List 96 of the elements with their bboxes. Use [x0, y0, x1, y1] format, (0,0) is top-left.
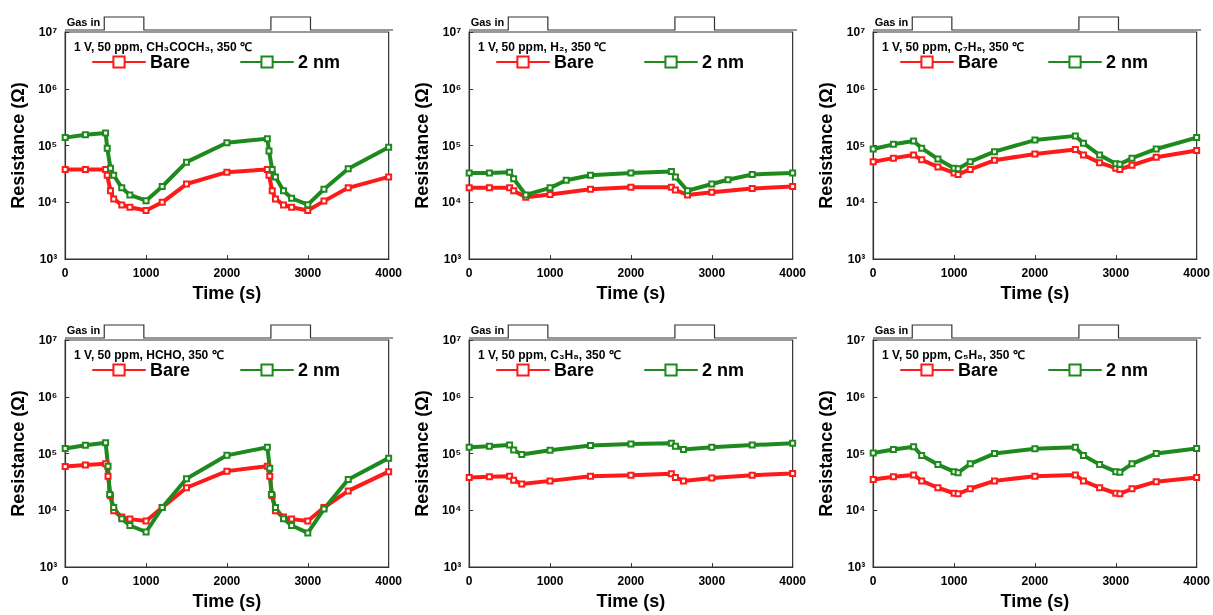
y-tick-label: 10⁵: [442, 446, 462, 461]
y-tick-label: 10³: [443, 252, 462, 267]
y-tick-label: 10⁴: [37, 503, 58, 518]
x-tick-label: 1000: [940, 266, 968, 281]
y-tick-label: 10⁴: [37, 195, 58, 210]
y-axis-title: Resistance (Ω): [412, 390, 432, 517]
y-tick-label: 10⁵: [38, 138, 58, 153]
x-tick-label: 4000: [779, 266, 807, 281]
y-tick-label: 10⁶: [442, 81, 462, 96]
y-tick-label: 10³: [39, 560, 58, 575]
y-tick-label: 10⁷: [846, 25, 866, 39]
legend-label: 2 nm: [702, 360, 745, 380]
x-tick-label: 3000: [294, 266, 322, 281]
y-tick-label: 10⁵: [38, 446, 58, 461]
text: Gas in: [874, 324, 909, 336]
y-tick-label: 10⁴: [441, 503, 462, 518]
y-tick-label: 10⁶: [38, 81, 58, 96]
x-tick-label: 2000: [213, 266, 241, 281]
x-tick-label: 3000: [294, 574, 322, 589]
text: Gas in: [470, 16, 505, 28]
x-tick-label: 0: [465, 266, 473, 281]
legend-label: 2 nm: [702, 52, 745, 72]
y-axis-title: Resistance (Ω): [8, 82, 28, 209]
x-tick-label: 3000: [698, 266, 726, 281]
x-tick-label: 0: [465, 574, 473, 589]
x-tick-label: 4000: [1183, 266, 1211, 281]
y-tick-label: 10⁶: [442, 389, 462, 404]
x-tick-label: 2000: [213, 574, 241, 589]
x-tick-label: 4000: [779, 574, 807, 589]
y-tick-label: 10⁴: [845, 195, 866, 210]
x-tick-label: 3000: [1102, 266, 1130, 281]
x-tick-label: 3000: [698, 574, 726, 589]
x-tick-label: 0: [869, 574, 877, 589]
x-tick-label: 1000: [536, 574, 564, 589]
x-tick-label: 1000: [940, 574, 968, 589]
x-axis-title: Time (s): [1000, 283, 1070, 303]
y-tick-label: 10⁷: [38, 25, 58, 39]
legend-label: 2 nm: [1106, 360, 1149, 380]
legend-label: Bare: [958, 360, 999, 380]
text: 1 V, 50 ppm, C₃H₈, 350 ℃: [478, 348, 621, 362]
text: Gas in: [470, 324, 505, 336]
text: 1 V, 50 ppm, H₂, 350 ℃: [478, 40, 607, 54]
x-axis-title: Time (s): [596, 591, 666, 611]
y-tick-label: 10³: [847, 252, 866, 267]
y-tick-label: 10⁷: [38, 333, 58, 347]
legend-label: Bare: [150, 360, 191, 380]
text: 1 V, 50 ppm, C₇H₈, 350 ℃: [882, 40, 1025, 54]
text: Gas in: [874, 16, 909, 28]
y-axis-title: Resistance (Ω): [8, 390, 28, 517]
x-tick-label: 0: [61, 574, 69, 589]
text: Gas in: [66, 16, 101, 28]
legend-label: Bare: [150, 52, 191, 72]
y-axis-title: Resistance (Ω): [412, 82, 432, 209]
y-axis-title: Resistance (Ω): [816, 390, 836, 517]
legend-label: Bare: [554, 52, 595, 72]
x-tick-label: 1000: [132, 574, 160, 589]
legend-label: Bare: [554, 360, 595, 380]
y-tick-label: 10⁴: [441, 195, 462, 210]
text: 1 V, 50 ppm, HCHO, 350 ℃: [74, 348, 224, 362]
y-tick-label: 10⁶: [846, 81, 866, 96]
y-tick-label: 10⁷: [442, 333, 462, 347]
x-tick-label: 1000: [536, 266, 564, 281]
text: Gas in: [66, 324, 101, 336]
text: 1 V, 50 ppm, CH₃COCH₃, 350 ℃: [74, 40, 253, 54]
y-tick-label: 10⁶: [846, 389, 866, 404]
y-axis-title: Resistance (Ω): [816, 82, 836, 209]
y-tick-label: 10³: [39, 252, 58, 267]
x-axis-title: Time (s): [192, 283, 262, 303]
y-tick-label: 10⁷: [442, 25, 462, 39]
x-tick-label: 4000: [375, 574, 403, 589]
x-tick-label: 2000: [1021, 266, 1049, 281]
legend-label: 2 nm: [298, 360, 341, 380]
legend-label: 2 nm: [1106, 52, 1149, 72]
x-tick-label: 2000: [1021, 574, 1049, 589]
x-tick-label: 4000: [375, 266, 403, 281]
y-tick-label: 10³: [847, 560, 866, 575]
y-tick-label: 10⁵: [442, 138, 462, 153]
legend-label: Bare: [958, 52, 999, 72]
x-axis-title: Time (s): [596, 283, 666, 303]
text: 1 V, 50 ppm, C₅H₈, 350 ℃: [882, 348, 1025, 362]
x-tick-label: 4000: [1183, 574, 1211, 589]
x-tick-label: 0: [869, 266, 877, 281]
x-tick-label: 1000: [132, 266, 160, 281]
x-tick-label: 3000: [1102, 574, 1130, 589]
x-axis-title: Time (s): [1000, 591, 1070, 611]
y-tick-label: 10⁵: [846, 446, 866, 461]
y-tick-label: 10³: [443, 560, 462, 575]
y-tick-label: 10⁷: [846, 333, 866, 347]
x-axis-title: Time (s): [192, 591, 262, 611]
x-tick-label: 2000: [617, 266, 645, 281]
x-tick-label: 2000: [617, 574, 645, 589]
legend-label: 2 nm: [298, 52, 341, 72]
y-tick-label: 10⁶: [38, 389, 58, 404]
y-tick-label: 10⁵: [846, 138, 866, 153]
y-tick-label: 10⁴: [845, 503, 866, 518]
x-tick-label: 0: [61, 266, 69, 281]
